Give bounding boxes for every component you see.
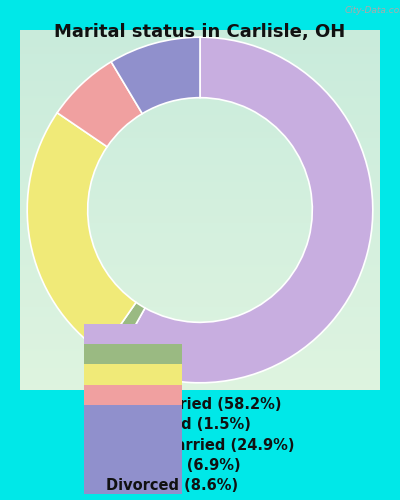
Legend: Now married (58.2%), Separated (1.5%), Never married (24.9%), Widowed (6.9%), Di: Now married (58.2%), Separated (1.5%), N… [79,393,298,497]
Text: City-Data.com: City-Data.com [345,6,400,15]
Text: Marital status in Carlisle, OH: Marital status in Carlisle, OH [54,22,346,40]
Wedge shape [116,37,373,383]
Wedge shape [111,37,200,114]
Wedge shape [57,62,142,147]
Wedge shape [27,112,136,352]
Wedge shape [102,302,145,360]
